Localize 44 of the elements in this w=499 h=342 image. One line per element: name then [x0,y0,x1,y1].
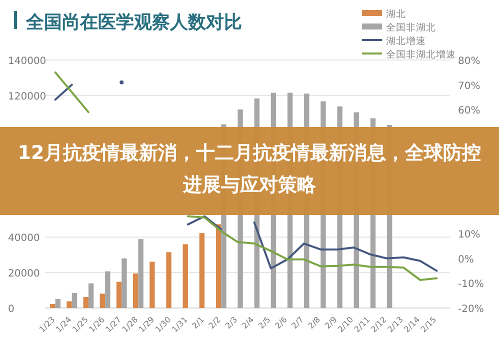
y-tick-label: 120000 [8,91,46,102]
y2-tick-label: 0% [458,254,474,266]
annotation: 12月抗疫情最新消，十二月抗疫情最新消息，全球防控进展与应对策略 [16,141,482,198]
x-tick-label: 2/8 [306,315,322,331]
x-tick-label: 2/1 [190,315,206,331]
bar [83,297,88,308]
bar [150,262,155,308]
y-tick-label: 140000 [8,56,46,67]
y2-tick-label: -10% [458,279,484,290]
bar [182,244,188,308]
x-tick-label: 2/7 [290,315,306,331]
bar [105,271,110,308]
x-tick-label: 2/9 [323,315,339,331]
x-tick-label: 2/2 [207,315,223,331]
bar [116,282,122,308]
bar [100,294,106,308]
bar [138,239,144,308]
bar [66,301,72,308]
legend-label: 湖北 [386,8,406,20]
y-tick-label: 20000 [8,268,40,280]
chart-title: 全国尚在医学观察人数对比 [25,12,242,33]
bar [72,292,78,308]
y2-tick-label: 70% [458,80,480,92]
legend-label: 全国非湖北增速 [386,48,456,60]
bar [199,233,205,308]
bar [55,298,60,308]
x-tick-label: 2/4 [240,315,256,331]
y2-tick-label: 60% [458,106,480,117]
bar [216,224,222,308]
bar [122,258,127,308]
bar [133,273,138,308]
bar [50,304,56,308]
x-tick-label: 2/6 [273,315,289,331]
legend-label: 湖北增速 [386,35,426,47]
y2-tick-label: 80% [458,56,480,67]
bar [88,283,94,308]
y2-tick-label: -20% [458,304,484,315]
x-tick-label: 2/5 [256,315,272,331]
y-tick-label: 40000 [8,233,40,244]
y2-tick-label: 10% [458,230,480,241]
x-tick-label: 2/3 [224,315,240,331]
bar [166,252,172,308]
y-tick-label: 0 [8,304,14,315]
legend-label: 全国非湖北 [386,22,436,34]
